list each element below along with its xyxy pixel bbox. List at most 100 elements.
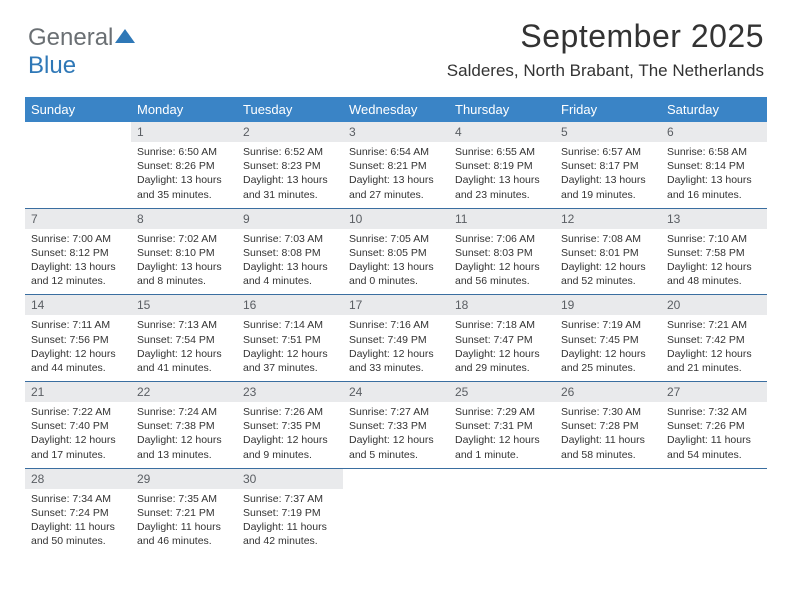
- calendar-week-row: 21Sunrise: 7:22 AMSunset: 7:40 PMDayligh…: [25, 382, 767, 469]
- weekday-header: Wednesday: [343, 97, 449, 122]
- day-details: Sunrise: 7:16 AMSunset: 7:49 PMDaylight:…: [343, 315, 449, 381]
- day-number: 13: [661, 209, 767, 229]
- weekday-header-row: Sunday Monday Tuesday Wednesday Thursday…: [25, 97, 767, 122]
- calendar-cell: 20Sunrise: 7:21 AMSunset: 7:42 PMDayligh…: [661, 295, 767, 382]
- day-details: Sunrise: 7:37 AMSunset: 7:19 PMDaylight:…: [237, 489, 343, 555]
- calendar-cell: 29Sunrise: 7:35 AMSunset: 7:21 PMDayligh…: [131, 468, 237, 554]
- calendar-cell: 4Sunrise: 6:55 AMSunset: 8:19 PMDaylight…: [449, 122, 555, 208]
- day-number: 7: [25, 209, 131, 229]
- day-number: 22: [131, 382, 237, 402]
- day-details: Sunrise: 6:58 AMSunset: 8:14 PMDaylight:…: [661, 142, 767, 208]
- day-details: Sunrise: 7:10 AMSunset: 7:58 PMDaylight:…: [661, 229, 767, 295]
- weekday-header: Thursday: [449, 97, 555, 122]
- day-details: Sunrise: 7:19 AMSunset: 7:45 PMDaylight:…: [555, 315, 661, 381]
- day-number: 29: [131, 469, 237, 489]
- calendar-cell: 13Sunrise: 7:10 AMSunset: 7:58 PMDayligh…: [661, 208, 767, 295]
- calendar-cell: 16Sunrise: 7:14 AMSunset: 7:51 PMDayligh…: [237, 295, 343, 382]
- calendar-cell: [449, 468, 555, 554]
- day-number: 3: [343, 122, 449, 142]
- calendar-cell: [555, 468, 661, 554]
- day-details: Sunrise: 7:00 AMSunset: 8:12 PMDaylight:…: [25, 229, 131, 295]
- day-details: Sunrise: 7:08 AMSunset: 8:01 PMDaylight:…: [555, 229, 661, 295]
- calendar-cell: 2Sunrise: 6:52 AMSunset: 8:23 PMDaylight…: [237, 122, 343, 208]
- day-details: Sunrise: 6:57 AMSunset: 8:17 PMDaylight:…: [555, 142, 661, 208]
- day-details: Sunrise: 7:06 AMSunset: 8:03 PMDaylight:…: [449, 229, 555, 295]
- calendar-cell: 14Sunrise: 7:11 AMSunset: 7:56 PMDayligh…: [25, 295, 131, 382]
- day-details: Sunrise: 7:18 AMSunset: 7:47 PMDaylight:…: [449, 315, 555, 381]
- day-number: 26: [555, 382, 661, 402]
- calendar-cell: 27Sunrise: 7:32 AMSunset: 7:26 PMDayligh…: [661, 382, 767, 469]
- day-details: Sunrise: 6:52 AMSunset: 8:23 PMDaylight:…: [237, 142, 343, 208]
- day-details: Sunrise: 7:05 AMSunset: 8:05 PMDaylight:…: [343, 229, 449, 295]
- day-number: 2: [237, 122, 343, 142]
- calendar-cell: 22Sunrise: 7:24 AMSunset: 7:38 PMDayligh…: [131, 382, 237, 469]
- day-number: 27: [661, 382, 767, 402]
- day-number: 18: [449, 295, 555, 315]
- calendar-cell: [661, 468, 767, 554]
- brand-logo: General Blue: [28, 22, 135, 80]
- calendar-cell: 9Sunrise: 7:03 AMSunset: 8:08 PMDaylight…: [237, 208, 343, 295]
- calendar-cell: [25, 122, 131, 208]
- day-number: 19: [555, 295, 661, 315]
- day-number: 4: [449, 122, 555, 142]
- calendar-cell: 25Sunrise: 7:29 AMSunset: 7:31 PMDayligh…: [449, 382, 555, 469]
- day-details: Sunrise: 7:30 AMSunset: 7:28 PMDaylight:…: [555, 402, 661, 468]
- calendar-cell: 26Sunrise: 7:30 AMSunset: 7:28 PMDayligh…: [555, 382, 661, 469]
- weekday-header: Monday: [131, 97, 237, 122]
- day-details: Sunrise: 7:34 AMSunset: 7:24 PMDaylight:…: [25, 489, 131, 555]
- day-details: Sunrise: 7:29 AMSunset: 7:31 PMDaylight:…: [449, 402, 555, 468]
- calendar-cell: 5Sunrise: 6:57 AMSunset: 8:17 PMDaylight…: [555, 122, 661, 208]
- calendar-cell: 3Sunrise: 6:54 AMSunset: 8:21 PMDaylight…: [343, 122, 449, 208]
- day-number: 28: [25, 469, 131, 489]
- weekday-header: Friday: [555, 97, 661, 122]
- day-number: 16: [237, 295, 343, 315]
- day-number: 20: [661, 295, 767, 315]
- day-details: Sunrise: 6:54 AMSunset: 8:21 PMDaylight:…: [343, 142, 449, 208]
- brand-word1: General: [28, 24, 113, 51]
- weekday-header: Sunday: [25, 97, 131, 122]
- day-details: Sunrise: 7:03 AMSunset: 8:08 PMDaylight:…: [237, 229, 343, 295]
- calendar-cell: 7Sunrise: 7:00 AMSunset: 8:12 PMDaylight…: [25, 208, 131, 295]
- day-number: 25: [449, 382, 555, 402]
- day-details: Sunrise: 7:27 AMSunset: 7:33 PMDaylight:…: [343, 402, 449, 468]
- calendar-cell: 23Sunrise: 7:26 AMSunset: 7:35 PMDayligh…: [237, 382, 343, 469]
- day-number: 8: [131, 209, 237, 229]
- day-number: 12: [555, 209, 661, 229]
- calendar-cell: 17Sunrise: 7:16 AMSunset: 7:49 PMDayligh…: [343, 295, 449, 382]
- calendar-cell: 19Sunrise: 7:19 AMSunset: 7:45 PMDayligh…: [555, 295, 661, 382]
- day-number: 14: [25, 295, 131, 315]
- page-subtitle: Salderes, North Brabant, The Netherlands: [28, 61, 764, 81]
- day-number: 30: [237, 469, 343, 489]
- calendar-cell: 10Sunrise: 7:05 AMSunset: 8:05 PMDayligh…: [343, 208, 449, 295]
- weekday-header: Tuesday: [237, 97, 343, 122]
- calendar-week-row: 28Sunrise: 7:34 AMSunset: 7:24 PMDayligh…: [25, 468, 767, 554]
- calendar-table: Sunday Monday Tuesday Wednesday Thursday…: [25, 97, 767, 554]
- calendar-cell: 18Sunrise: 7:18 AMSunset: 7:47 PMDayligh…: [449, 295, 555, 382]
- weekday-header: Saturday: [661, 97, 767, 122]
- page-title: September 2025: [28, 18, 764, 55]
- day-details: Sunrise: 7:02 AMSunset: 8:10 PMDaylight:…: [131, 229, 237, 295]
- brand-triangle-icon: [115, 22, 135, 50]
- calendar-cell: 15Sunrise: 7:13 AMSunset: 7:54 PMDayligh…: [131, 295, 237, 382]
- calendar-cell: 12Sunrise: 7:08 AMSunset: 8:01 PMDayligh…: [555, 208, 661, 295]
- day-details: Sunrise: 7:13 AMSunset: 7:54 PMDaylight:…: [131, 315, 237, 381]
- day-details: Sunrise: 6:55 AMSunset: 8:19 PMDaylight:…: [449, 142, 555, 208]
- day-number: 15: [131, 295, 237, 315]
- day-details: Sunrise: 7:32 AMSunset: 7:26 PMDaylight:…: [661, 402, 767, 468]
- day-number: 10: [343, 209, 449, 229]
- day-number: 21: [25, 382, 131, 402]
- calendar-cell: 6Sunrise: 6:58 AMSunset: 8:14 PMDaylight…: [661, 122, 767, 208]
- calendar-cell: [343, 468, 449, 554]
- calendar-body: 1Sunrise: 6:50 AMSunset: 8:26 PMDaylight…: [25, 122, 767, 554]
- day-details: Sunrise: 7:14 AMSunset: 7:51 PMDaylight:…: [237, 315, 343, 381]
- calendar-week-row: 14Sunrise: 7:11 AMSunset: 7:56 PMDayligh…: [25, 295, 767, 382]
- calendar-cell: 21Sunrise: 7:22 AMSunset: 7:40 PMDayligh…: [25, 382, 131, 469]
- calendar-week-row: 1Sunrise: 6:50 AMSunset: 8:26 PMDaylight…: [25, 122, 767, 208]
- calendar-cell: 8Sunrise: 7:02 AMSunset: 8:10 PMDaylight…: [131, 208, 237, 295]
- day-number: 1: [131, 122, 237, 142]
- header: General Blue September 2025 Salderes, No…: [0, 0, 792, 87]
- day-number: 6: [661, 122, 767, 142]
- day-number: 11: [449, 209, 555, 229]
- day-number: 5: [555, 122, 661, 142]
- brand-word2: Blue: [28, 52, 76, 79]
